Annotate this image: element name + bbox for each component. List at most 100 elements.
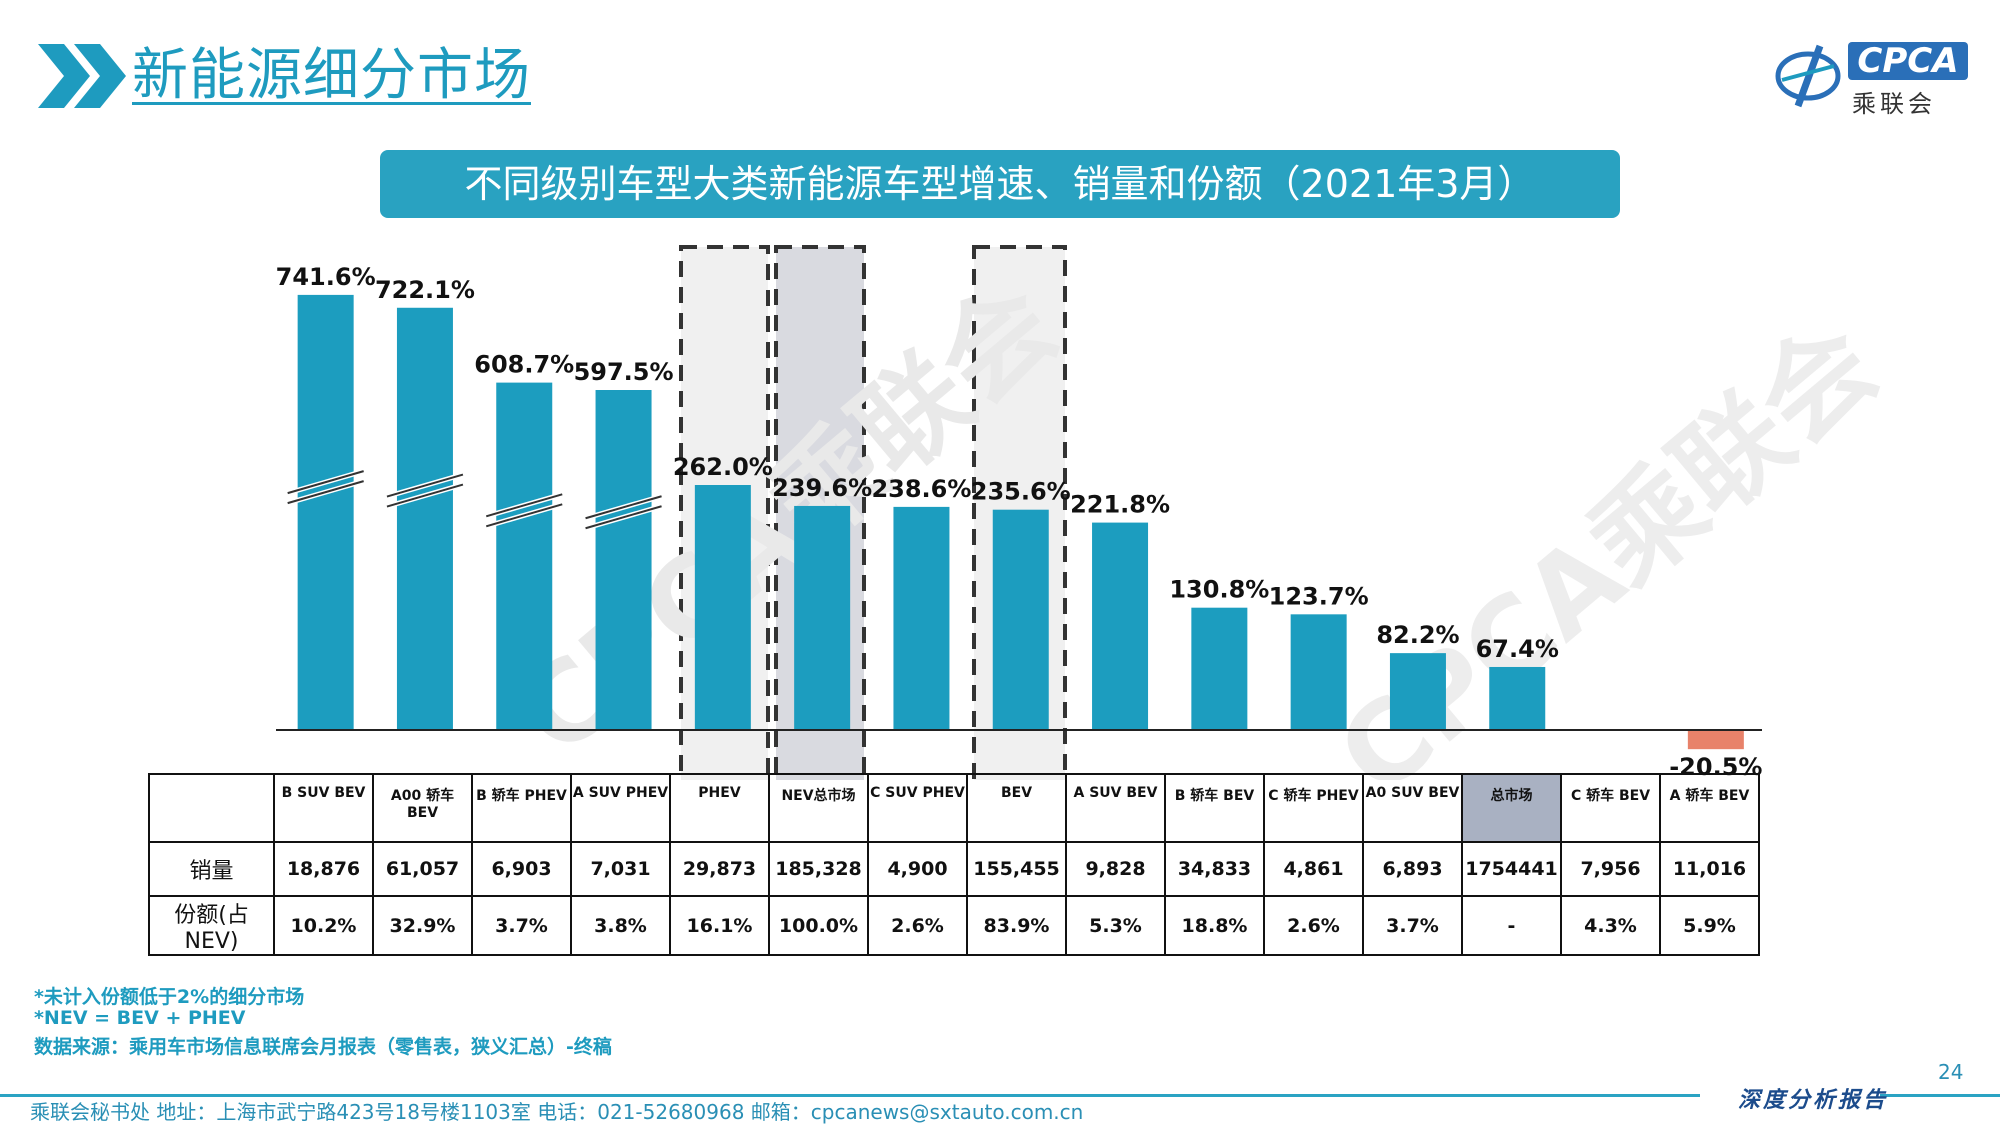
value-label: 262.0% [673, 453, 773, 481]
share-cell: 32.9% [372, 895, 473, 956]
axis-break-mark [585, 495, 662, 520]
column-header: C 轿车 BEV [1560, 773, 1661, 843]
column-header: A SUV PHEV [570, 773, 671, 843]
column-header: NEV总市场 [768, 773, 869, 843]
axis-break-mark [585, 505, 662, 530]
value-label: 238.6% [871, 475, 971, 503]
footer-address: 乘联会秘书处 地址：上海市武宁路423号18号楼1103室 电话：021-526… [30, 1100, 1084, 1124]
column-header: A SUV BEV [1065, 773, 1166, 843]
sales-cell: 7,956 [1560, 841, 1661, 897]
sales-cell: 11,016 [1659, 841, 1760, 897]
footnote: *未计入份额低于2%的细分市场 [34, 986, 305, 1008]
sales-cell: 7,031 [570, 841, 671, 897]
page-title: 新能源细分市场 [132, 43, 531, 108]
footnote-source: 数据来源：乘用车市场信息联席会月报表（零售表，狭义汇总）-终稿 [34, 1036, 612, 1058]
sales-cell: 6,903 [471, 841, 572, 897]
brand-logo-text: CPCA [1848, 42, 1968, 80]
column-header: B SUV BEV [273, 773, 374, 843]
share-cell: 3.7% [471, 895, 572, 956]
sales-cell: 1754441 [1461, 841, 1562, 897]
bar-C-SUV-PHEV [893, 506, 950, 730]
bar-B-轿车-PHEV [496, 382, 553, 730]
bar-A0-SUV-BEV [1389, 653, 1446, 730]
table-corner-cell [148, 773, 275, 843]
share-cell: 83.9% [966, 895, 1067, 956]
sales-cell: 185,328 [768, 841, 869, 897]
value-label: 123.7% [1269, 582, 1369, 610]
column-header: PHEV [669, 773, 770, 843]
value-label: 67.4% [1476, 635, 1559, 663]
share-cell: 5.3% [1065, 895, 1166, 956]
sales-cell: 155,455 [966, 841, 1067, 897]
value-label: 608.7% [474, 351, 574, 379]
bar-B-轿车-BEV [1191, 607, 1248, 730]
footer-divider [0, 1094, 1700, 1097]
share-cell: 18.8% [1164, 895, 1265, 956]
value-label: 82.2% [1376, 621, 1459, 649]
value-label: 235.6% [971, 478, 1071, 506]
sales-cell: 4,900 [867, 841, 968, 897]
bar-A-SUV-BEV [1092, 522, 1149, 730]
value-label: 239.6% [772, 474, 872, 502]
share-cell: 4.3% [1560, 895, 1661, 956]
bar-A-SUV-PHEV [595, 390, 652, 730]
bar-A00-轿车-BEV [396, 307, 453, 730]
row-label-sales: 销量 [148, 841, 275, 897]
share-cell: 3.7% [1362, 895, 1463, 956]
column-header: C 轿车 PHEV [1263, 773, 1364, 843]
bar-C-轿车-PHEV [1290, 614, 1347, 730]
column-header: A0 SUV BEV [1362, 773, 1463, 843]
share-cell: 5.9% [1659, 895, 1760, 956]
footnote: *NEV = BEV + PHEV [34, 1007, 246, 1029]
share-cell: - [1461, 895, 1562, 956]
share-cell: 2.6% [867, 895, 968, 956]
column-header: A 轿车 BEV [1659, 773, 1760, 843]
column-header: BEV [966, 773, 1067, 843]
column-header: 总市场 [1461, 773, 1562, 843]
bar-A-轿车-BEV [1687, 730, 1744, 750]
column-header: C SUV PHEV [867, 773, 968, 843]
cpca-emblem-icon [1775, 44, 1841, 108]
axis-break-mark [287, 480, 364, 505]
footer-report-label: 深度分析报告 [1738, 1088, 1889, 1113]
data-table: B SUV BEV A00 轿车 BEV B 轿车 PHEV A SUV PHEV PH… [148, 773, 1760, 956]
bar-PHEV [694, 485, 751, 730]
bar-总市场 [1489, 666, 1546, 730]
brand-logo-subtext: 乘联会 [1852, 90, 1936, 118]
bar-BEV [992, 509, 1049, 730]
share-cell: 100.0% [768, 895, 869, 956]
column-header: A00 轿车 BEV [372, 773, 473, 843]
table-row-share: 份额(占NEV) 10.2% 32.9% 3.7% 3.8% 16.1% 100.0% 2.6… [148, 895, 1760, 956]
sales-cell: 29,873 [669, 841, 770, 897]
page-number: 24 [1938, 1060, 1964, 1084]
bar-NEV总市场 [794, 505, 851, 730]
chart-banner-title: 不同级别车型大类新能源车型增速、销量和份额（2021年3月） [380, 150, 1620, 218]
table-row-sales: 销量 18,876 61,057 6,903 7,031 29,873 185,328 4,9… [148, 841, 1760, 897]
share-cell: 3.8% [570, 895, 671, 956]
sales-cell: 34,833 [1164, 841, 1265, 897]
chevron-right-icon [38, 44, 126, 108]
table-header-row: B SUV BEV A00 轿车 BEV B 轿车 PHEV A SUV PHEV PH… [148, 773, 1760, 843]
axis-break-mark [287, 470, 364, 495]
sales-cell: 4,861 [1263, 841, 1364, 897]
value-label: 741.6% [276, 263, 376, 291]
axis-break-mark [485, 493, 563, 518]
sales-cell: 61,057 [372, 841, 473, 897]
value-label: 130.8% [1169, 576, 1269, 604]
value-label: 722.1% [375, 276, 475, 304]
footer-divider [1880, 1094, 2000, 1097]
column-header: B 轿车 BEV [1164, 773, 1265, 843]
bar-chart: CPCA乘联会 CPCA乘联会 741.6% 722.1%608.7% 597.5%… [276, 245, 1900, 780]
sales-cell: 6,893 [1362, 841, 1463, 897]
row-label-share: 份额(占NEV) [148, 895, 275, 956]
sales-cell: 18,876 [273, 841, 374, 897]
axis-break-mark [485, 503, 563, 528]
share-cell: 2.6% [1263, 895, 1364, 956]
axis-break-mark [386, 483, 464, 508]
value-label: 221.8% [1070, 491, 1170, 519]
column-header: B 轿车 PHEV [471, 773, 572, 843]
value-label: 597.5% [574, 358, 674, 386]
bar-B-SUV-BEV [297, 294, 354, 730]
share-cell: 10.2% [273, 895, 374, 956]
sales-cell: 9,828 [1065, 841, 1166, 897]
